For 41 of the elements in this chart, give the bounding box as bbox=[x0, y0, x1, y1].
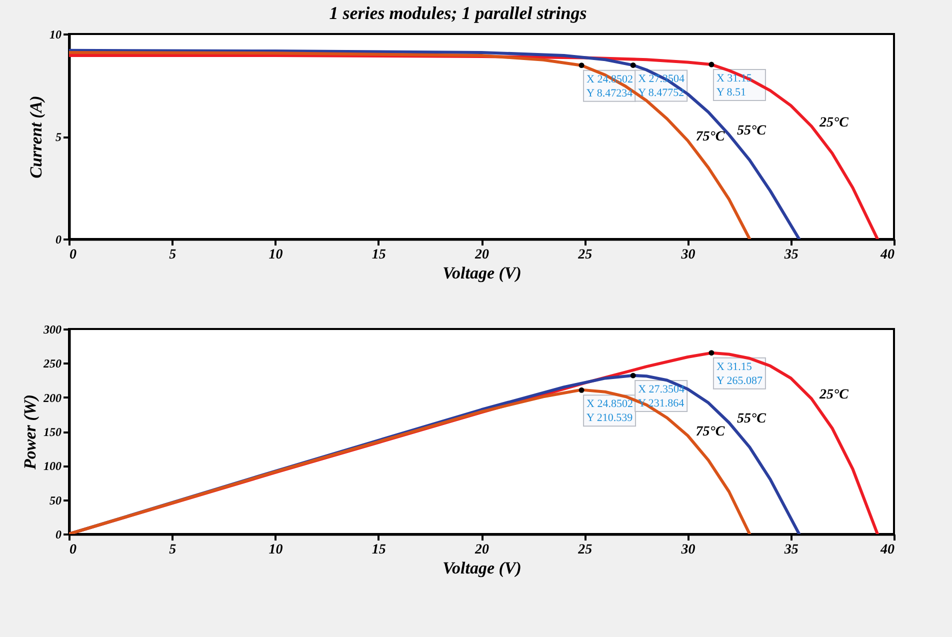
y-axis-title: Current (A) bbox=[26, 96, 46, 178]
x-tick-label: 35 bbox=[783, 542, 798, 558]
y-tick-label: 10 bbox=[50, 28, 62, 42]
x-tick-label: 20 bbox=[474, 542, 489, 558]
x-tick-label: 40 bbox=[880, 248, 894, 262]
annotation: X 31.15 Y 265.087 bbox=[716, 360, 764, 387]
x-tick-label: 0 bbox=[70, 542, 76, 558]
series-label: 25°C bbox=[818, 115, 850, 130]
series-label: 75°C bbox=[696, 424, 726, 440]
y-tick-label: 0 bbox=[56, 232, 62, 246]
x-tick-label: 35 bbox=[783, 248, 798, 262]
series-label: 75°C bbox=[696, 130, 726, 145]
annotation: X 24.8502 Y 210.539 bbox=[586, 398, 634, 424]
y-tick-label: 50 bbox=[50, 493, 62, 508]
y-tick-label: 300 bbox=[42, 322, 62, 336]
y-tick-label: 5 bbox=[56, 130, 62, 144]
x-tick-label: 30 bbox=[680, 248, 696, 262]
x-tick-label: 25 bbox=[577, 542, 592, 558]
y-tick-label: 200 bbox=[42, 390, 62, 405]
x-tick-label: 10 bbox=[268, 542, 283, 558]
series-label: 55°C bbox=[737, 412, 767, 427]
x-tick-label: 15 bbox=[372, 542, 386, 558]
y-tick-label: 250 bbox=[42, 356, 62, 371]
x-axis-title: Voltage (V) bbox=[442, 558, 522, 578]
x-tick-label: 0 bbox=[70, 248, 76, 262]
x-tick-label: 20 bbox=[474, 248, 489, 262]
y-axis-title: Power (W) bbox=[20, 394, 40, 471]
x-tick-label: 15 bbox=[372, 248, 386, 262]
y-tick-label: 0 bbox=[56, 528, 62, 542]
x-tick-label: 25 bbox=[577, 248, 592, 262]
x-tick-label: 40 bbox=[880, 542, 894, 558]
x-tick-label: 30 bbox=[680, 542, 696, 558]
y-tick-label: 150 bbox=[44, 425, 62, 439]
x-axis-title: Voltage (V) bbox=[442, 264, 522, 282]
y-tick-label: 100 bbox=[44, 459, 62, 474]
chart-title: 1 series modules; 1 parallel strings bbox=[329, 3, 587, 23]
x-tick-label: 5 bbox=[169, 248, 176, 262]
x-tick-label: 10 bbox=[268, 248, 283, 262]
series-label: 55°C bbox=[737, 124, 767, 139]
x-tick-label: 5 bbox=[169, 542, 176, 558]
series-label: 25°C bbox=[818, 388, 850, 403]
